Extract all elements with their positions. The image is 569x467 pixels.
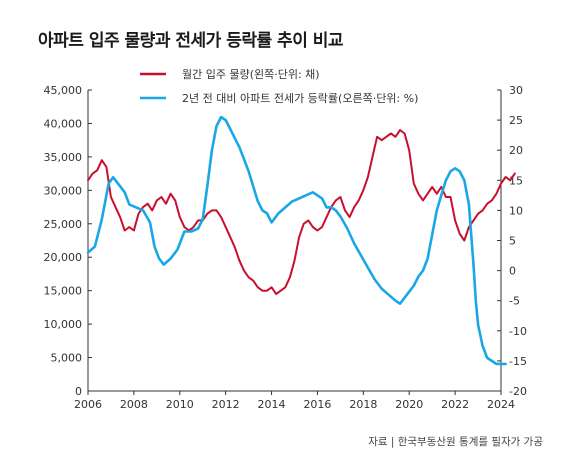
x-tick-label: 2006 (74, 398, 102, 411)
left-tick-label: 5,000 (51, 352, 83, 365)
left-tick-label: 35,000 (44, 151, 83, 164)
right-tick-label: 10 (509, 204, 523, 217)
right-tick-label: -20 (509, 385, 527, 398)
x-tick-label: 2014 (258, 398, 286, 411)
x-tick-label: 2010 (166, 398, 194, 411)
chart-title: 아파트 입주 물량과 전세가 등락률 추이 비교 (38, 31, 344, 51)
right-tick-label: 15 (509, 174, 523, 187)
right-tick-label: -10 (509, 325, 527, 338)
right-tick-label: -5 (509, 295, 520, 308)
right-tick-label: 20 (509, 144, 523, 157)
right-tick-label: -15 (509, 355, 527, 368)
left-tick-label: 20,000 (44, 251, 83, 264)
legend-label-supply: 월간 입주 물량(왼쪽·단위: 채) (182, 67, 320, 81)
right-tick-label: 5 (509, 235, 516, 248)
x-tick-label: 2020 (395, 398, 423, 411)
x-tick-label: 2016 (303, 398, 331, 411)
right-tick-label: 30 (509, 84, 523, 97)
left-tick-label: 10,000 (44, 318, 83, 331)
left-tick-label: 40,000 (44, 117, 83, 130)
right-tick-label: 25 (509, 114, 523, 127)
left-tick-label: 15,000 (44, 285, 83, 298)
series-layer (86, 115, 516, 366)
legend-label-jeonse: 2년 전 대비 아파트 전세가 등락률(오른쪽·단위: %) (182, 92, 418, 105)
x-tick-label: 2008 (120, 398, 148, 411)
left-tick-label: 0 (75, 385, 82, 398)
x-tick-label: 2024 (487, 398, 515, 411)
x-tick-label: 2022 (441, 398, 469, 411)
axes-layer: 0 5,000 10,000 15,000 20,000 25,000 30,000 35,0… (44, 84, 527, 411)
right-tick-label: 0 (509, 265, 516, 278)
series-line-supply (87, 129, 516, 295)
series-line-jeonse (86, 115, 507, 366)
x-tick-label: 2018 (349, 398, 377, 411)
left-tick-label: 25,000 (44, 218, 83, 231)
source-note: 자료 | 한국부동산원 통계를 필자가 가공 (368, 436, 543, 448)
left-tick-label: 30,000 (44, 184, 83, 197)
x-tick-label: 2012 (212, 398, 240, 411)
legend: 월간 입주 물량(왼쪽·단위: 채) 2년 전 대비 아파트 전세가 등락률(오… (140, 67, 418, 105)
left-tick-label: 45,000 (44, 84, 83, 97)
